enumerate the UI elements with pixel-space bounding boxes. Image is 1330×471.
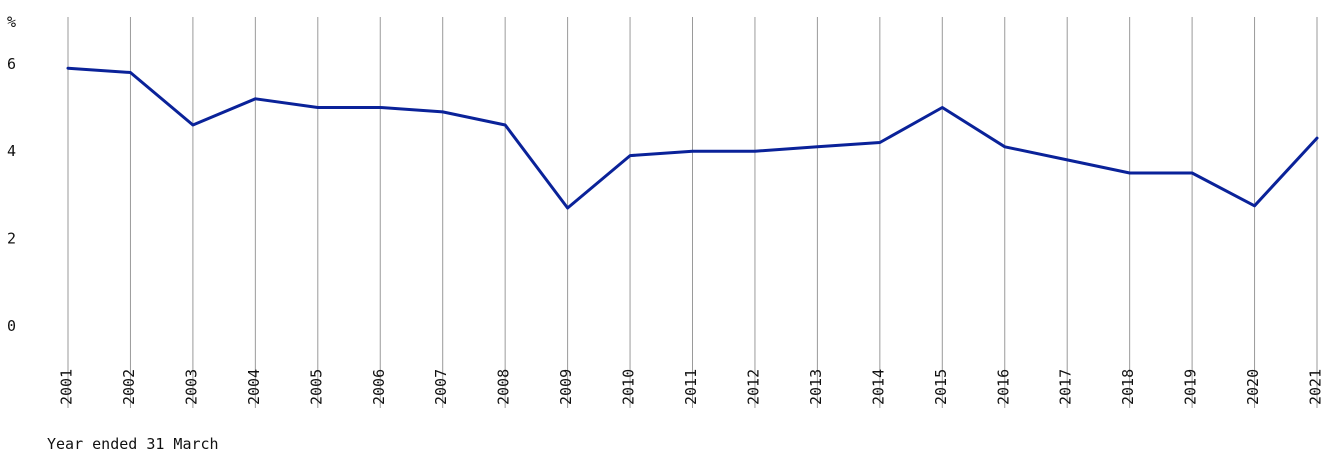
y-tick-label: 6 xyxy=(7,55,16,73)
x-tick-label: 2013 xyxy=(807,369,825,405)
y-tick-label: 2 xyxy=(7,230,16,248)
x-tick-label: 2006 xyxy=(370,369,388,405)
x-tick-label: 2016 xyxy=(994,369,1012,405)
x-tick-label: 2011 xyxy=(682,369,700,405)
y-tick-label: 4 xyxy=(7,142,16,160)
x-tick-label: 2019 xyxy=(1182,369,1200,405)
x-axis-label: Year ended 31 March xyxy=(47,435,219,453)
x-tick-label: 2004 xyxy=(245,369,263,405)
x-tick-label: 2001 xyxy=(58,369,76,405)
y-axis-label: % xyxy=(7,13,16,31)
x-tick-label: 2010 xyxy=(620,369,638,405)
x-tick-label: 2009 xyxy=(557,369,575,405)
x-tick-label: 2003 xyxy=(182,369,200,405)
x-tick-label: 2008 xyxy=(495,369,513,405)
y-tick-label: 0 xyxy=(7,317,16,335)
x-tick-label: 2007 xyxy=(432,369,450,405)
x-tick-label: 2002 xyxy=(120,369,138,405)
vertical-gridlines xyxy=(67,17,1318,408)
x-tick-label: 2017 xyxy=(1057,369,1075,405)
x-tick-label: 2018 xyxy=(1119,369,1137,405)
series-line-0 xyxy=(66,66,1319,210)
x-tick-label: 2020 xyxy=(1244,369,1262,405)
x-tick-label: 2015 xyxy=(932,369,950,405)
series-lines xyxy=(66,66,1319,210)
x-tick-label: 2012 xyxy=(744,369,762,405)
x-tick-label: 2005 xyxy=(307,369,325,405)
x-tick-label: 2021 xyxy=(1307,369,1325,405)
x-axis-ticks: 2001 2002 2003 2004 2005 2006 2007 2008 2009 2010… xyxy=(58,369,1325,405)
y-axis-ticks: 0 2 4 6 xyxy=(7,55,16,335)
x-tick-label: 2014 xyxy=(869,369,887,405)
